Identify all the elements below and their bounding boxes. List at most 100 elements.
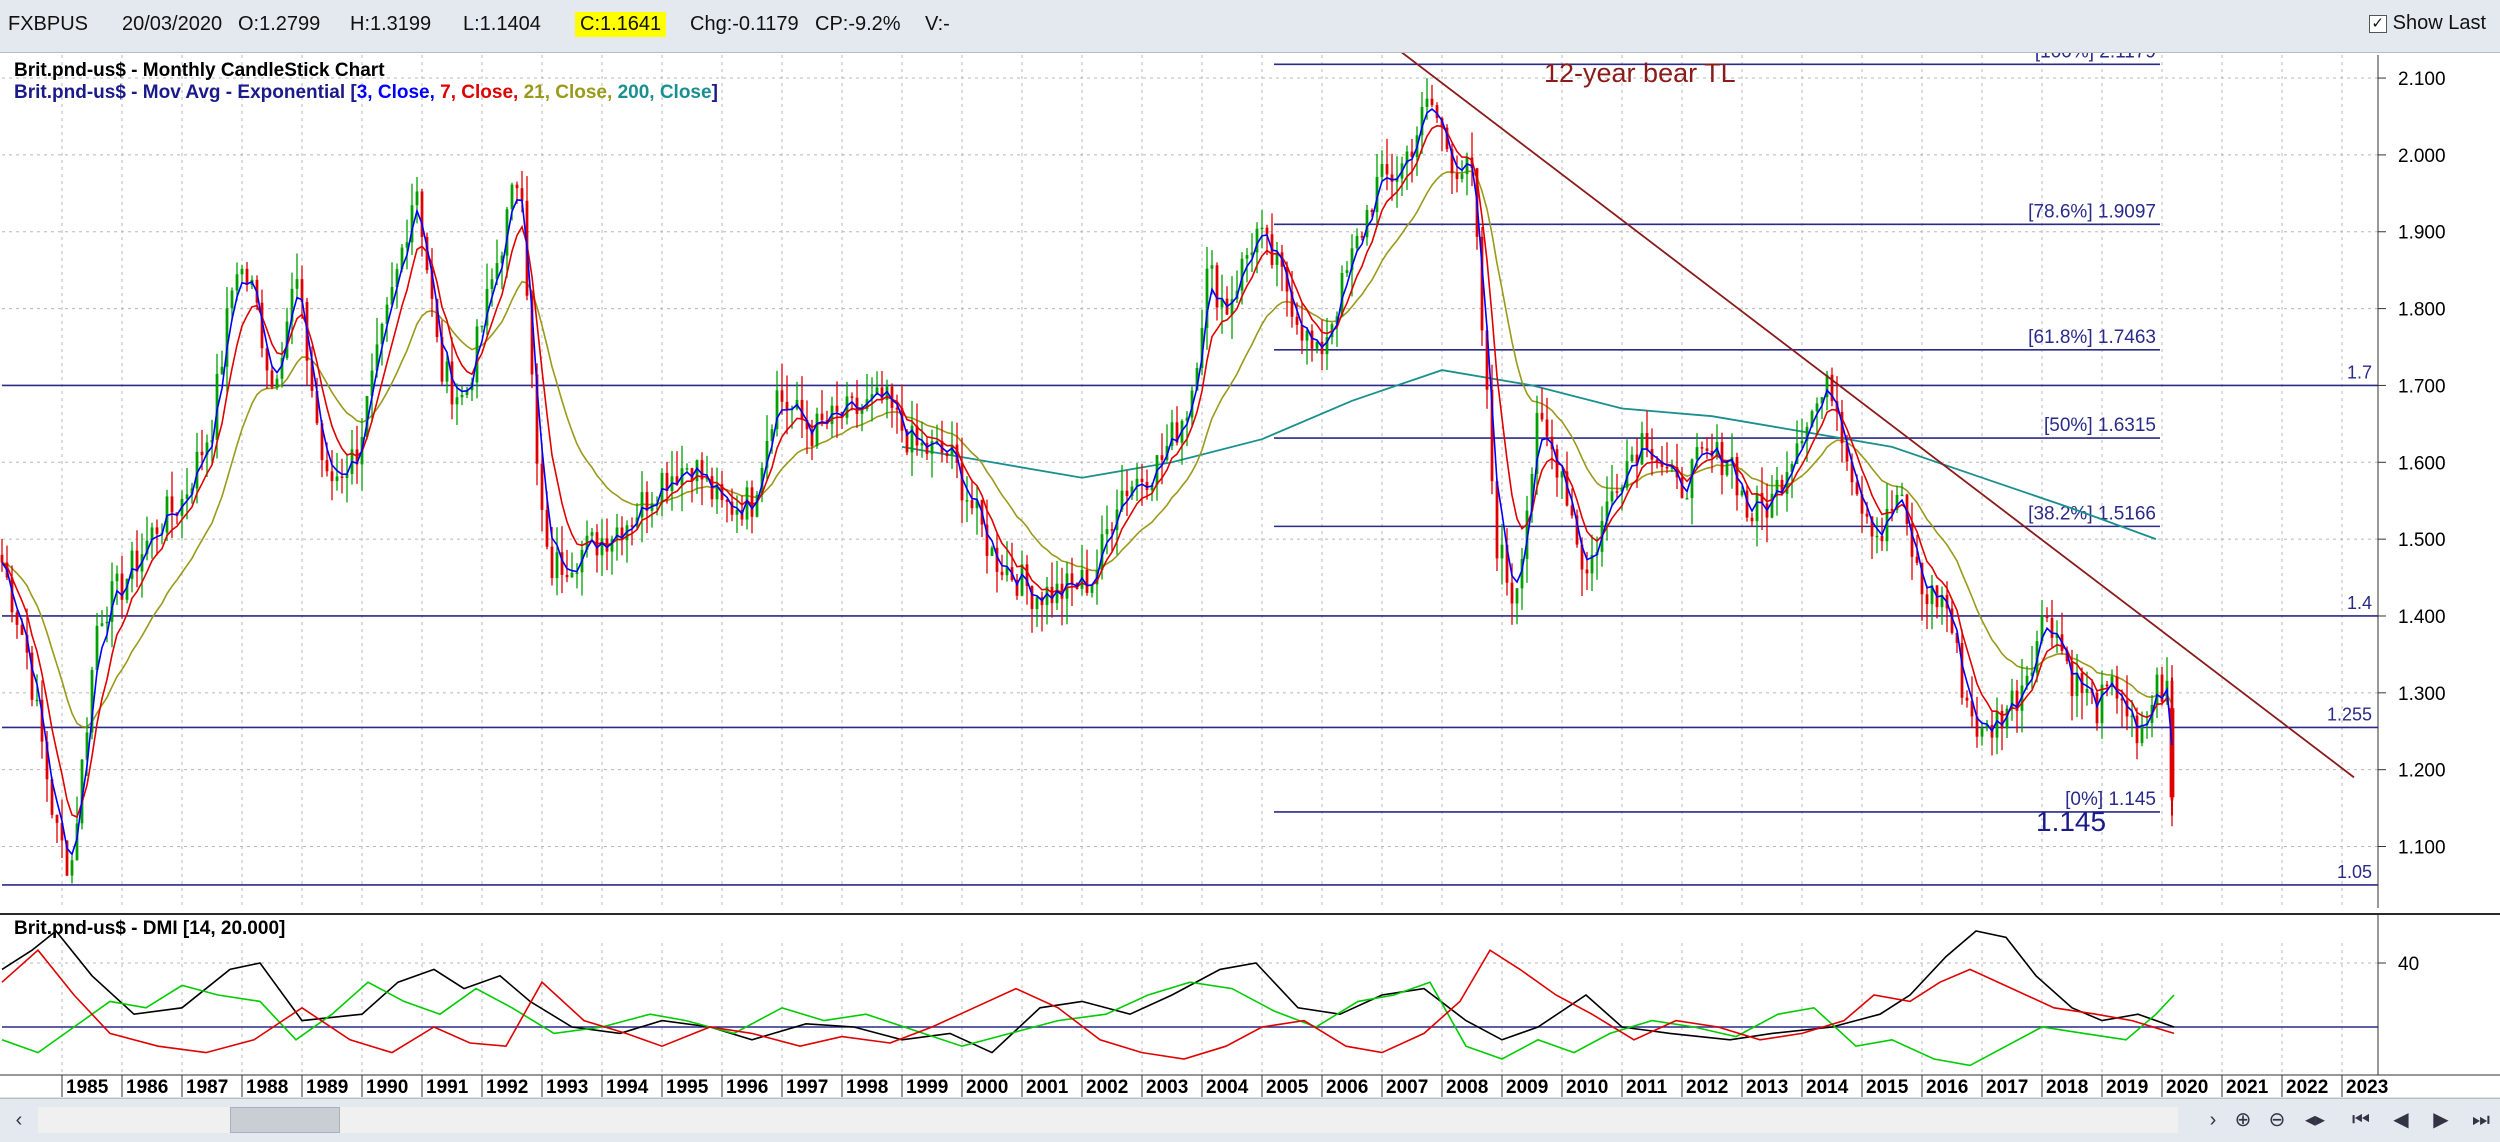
step-back-icon[interactable]: ◂▸ [2304,1109,2326,1131]
price-tick-label: 1.400 [2398,607,2446,628]
candle-body [990,547,994,556]
zoom-in-icon[interactable]: ⊕ [2234,1109,2252,1131]
candle-body [110,581,114,622]
candle-body [2075,672,2079,697]
candle-body [960,462,964,501]
low-value: L:1.1404 [463,13,541,35]
candle-body [1425,98,1429,108]
candle-body [1260,227,1264,230]
quote-toolbar: FXBPUS 20/03/2020 O:1.2799 H:1.3199 L:1.… [0,0,2500,53]
candle-body [1560,471,1564,478]
candle-body [395,269,399,288]
scroll-thumb[interactable] [230,1107,340,1133]
go-end-icon[interactable]: ⏭ [2472,1109,2490,1131]
x-tick-label: 2011 [1626,1077,1668,1097]
candle-body [280,357,284,379]
candle-body [1500,544,1504,559]
candle-body [590,532,594,536]
candle-body [1230,299,1234,315]
candle-body [1360,236,1364,238]
x-axis: 1985 1986 1987 1988 1989 1990 1991 1992 1993 1994… [0,1074,2500,1098]
zoom-out-icon[interactable]: ⊖ [2268,1109,2286,1131]
price-tick-label: 1.700 [2398,376,2446,397]
candle-body [805,419,809,430]
candle-body [1810,411,1814,427]
candle-body [1015,579,1019,596]
fib-level-label: [78.6%] 1.9097 [2028,201,2156,222]
candle-body [1760,493,1764,504]
candle-body [1955,632,1959,643]
candle-body [1445,127,1449,150]
candle-body [400,247,404,270]
candle-body [295,279,299,289]
candle-body [1895,494,1899,510]
scroll-track[interactable] [38,1107,2178,1133]
horizontal-scrollbar[interactable]: ‹ › ⊕ ⊖ ◂▸ ⏮ ◀ ▶ ⏭ [0,1098,2500,1142]
price-y-axis: 1.100 1.200 1.300 1.400 1.500 1.600 1.700 1.800… [2377,55,2446,908]
candle-body [1485,330,1489,390]
candle-body [1860,494,1864,514]
candle-body [370,370,374,397]
x-tick-label: 1998 [846,1077,888,1097]
candle-body [775,390,779,430]
candle-body [1480,236,1484,331]
candle-body [945,452,949,457]
go-start-icon[interactable]: ⏮ [2352,1109,2370,1131]
candle-body [1850,461,1854,483]
candle-body [1830,374,1834,402]
candle-body [965,500,969,502]
x-tick-label: 2002 [1086,1077,1128,1097]
scroll-left-arrow-icon[interactable]: ‹ [15,1109,23,1131]
price-tick-label: 2.100 [2398,69,2446,90]
candle-body [225,308,229,367]
candle-body [2015,690,2019,711]
candle-body [1770,493,1774,518]
candle-body [135,550,139,572]
candle-body [690,468,694,482]
x-tick-label: 2023 [2346,1077,2388,1097]
chart-area[interactable]: 1.7 1.4 1.255 1.05 [100%] 2.1179 [78.6%] 1.9… [0,38,2500,1098]
candle-body [1815,403,1819,412]
candle-body [495,263,499,280]
price-tick-label: 1.600 [2398,453,2446,474]
scroll-right-arrow-icon[interactable]: › [2209,1109,2217,1131]
candle-body [1660,461,1664,467]
candle-body [440,336,444,382]
candle-body [90,670,94,733]
ema200-line [901,369,2157,540]
candle-body [1610,491,1614,502]
show-last-label: Show Last [2392,12,2486,34]
x-tick-label: 2018 [2046,1077,2088,1097]
candle-body [375,344,379,371]
price-tick-label: 1.900 [2398,223,2446,244]
candle-body [1335,316,1339,325]
candle-body [125,578,129,600]
next-icon[interactable]: ▶ [2433,1109,2449,1131]
candle-body [385,304,389,325]
candle-body [2160,674,2164,702]
candle-body [195,451,199,489]
candle-body [2055,634,2059,638]
candle-body [1930,585,1934,605]
previous-icon[interactable]: ◀ [2393,1109,2409,1131]
candle-body [1680,477,1684,499]
fib-level-label: [100%] 2.1179 [2035,53,2156,62]
candle-body [610,539,614,552]
show-last-toggle[interactable]: ✓ Show Last [2368,12,2486,35]
level-label: 1.255 [2327,704,2372,724]
candle-body [1570,505,1574,516]
candle-body [480,325,484,328]
candle-body [2010,690,2014,709]
candle-body [1430,98,1434,106]
candle-body [30,652,34,700]
candle-body [335,476,339,482]
chart-canvas: 1.7 1.4 1.255 1.05 [100%] 2.1179 [78.6%] 1.9… [0,38,2500,1098]
candle-body [1825,374,1829,398]
candle-body [1545,419,1549,437]
x-tick-label: 2004 [1206,1077,1249,1097]
x-tick-label: 1995 [666,1077,709,1097]
show-last-checkbox[interactable]: ✓ [2368,14,2387,33]
candle-body [165,496,169,533]
candle-body [450,361,454,405]
candle-body [895,407,899,410]
